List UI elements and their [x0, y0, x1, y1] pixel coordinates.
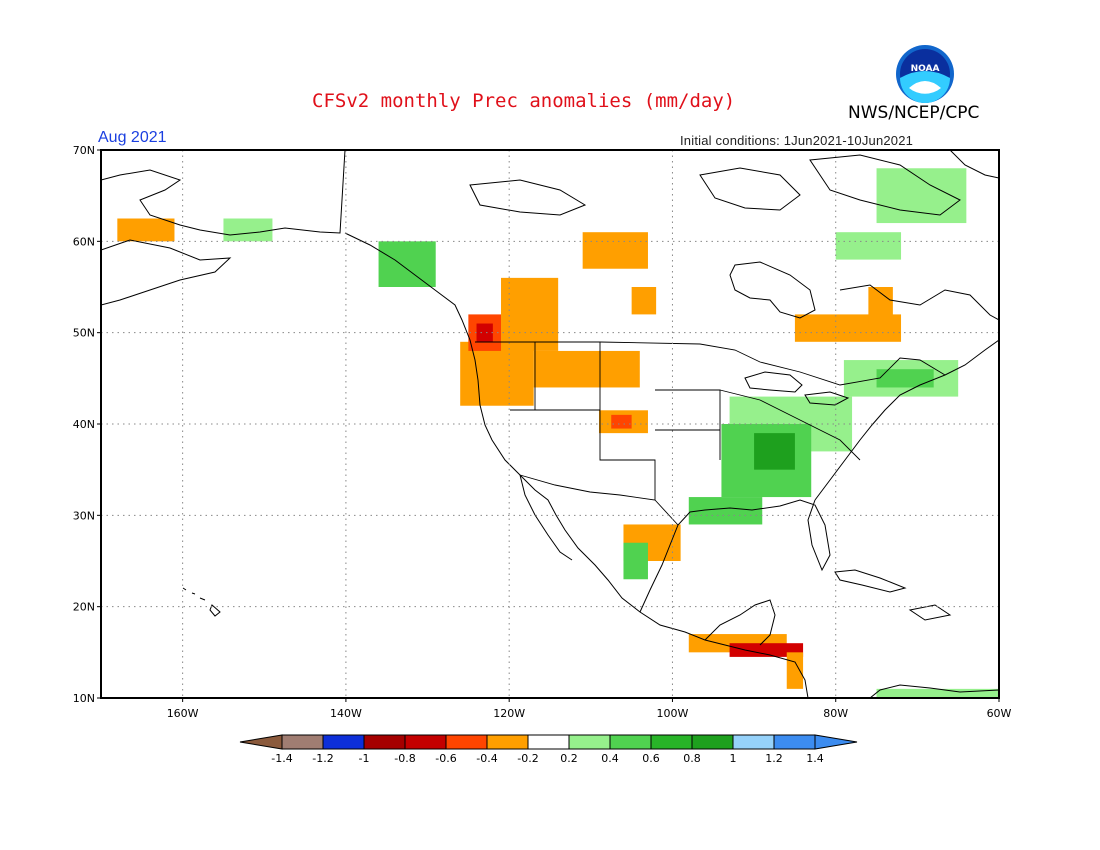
colorbar-label: -0.6 [435, 752, 456, 765]
lon-tick-label: 60W [987, 707, 1012, 720]
lon-tick-label: 140W [330, 707, 362, 720]
lon-tick-label: 80W [823, 707, 848, 720]
colorbar-swatch [486, 734, 529, 750]
anomaly-region-2 [501, 277, 559, 351]
anomaly-region-15 [786, 652, 804, 689]
colorbar-label: -1.4 [271, 752, 292, 765]
colorbar-label: 1 [730, 752, 737, 765]
valid-month-label: Aug 2021 [98, 129, 167, 146]
lon-tick-label: 160W [167, 707, 199, 720]
colorbar-label: 0.2 [560, 752, 578, 765]
colorbar-label: 1.4 [806, 752, 824, 765]
colorbar-label: -0.4 [476, 752, 497, 765]
map-axes: 160W 140W 120W 100W 80W 60W 10N 20N 30N 40N 50N 60N… [73, 144, 1012, 720]
colorbar-swatch [568, 734, 611, 750]
colorbar-swatch [609, 734, 652, 750]
agency-label: NWS/NCEP/CPC [848, 103, 980, 123]
colorbar-label: -1.2 [312, 752, 333, 765]
colorbar-label: 1.2 [765, 752, 783, 765]
lat-tick-label: 60N [73, 235, 95, 248]
colorbar-swatch [773, 734, 816, 750]
colorbar-label: 0.4 [601, 752, 619, 765]
initial-conditions-label: Initial conditions: 1Jun2021-10Jun2021 [680, 133, 914, 148]
anomaly-region-18 [754, 433, 795, 470]
political-borders [475, 341, 946, 526]
colorbar-label: 0.6 [642, 752, 660, 765]
colorbar: -1.4 -1.2 -1 -0.8 -0.6 -0.4 -0.2 0.2 0.4 0.6 0.8 1 1… [239, 734, 858, 765]
anomaly-region-7 [582, 232, 648, 269]
anomaly-region-11 [631, 287, 657, 315]
lat-tick-label: 50N [73, 327, 95, 340]
svg-text:NOAA: NOAA [911, 64, 940, 74]
anomaly-region-21 [876, 369, 934, 388]
lat-tick-label: 10N [73, 692, 95, 705]
anomaly-region-27 [876, 688, 999, 698]
colorbar-label: 0.8 [683, 752, 701, 765]
colorbar-swatch [527, 734, 570, 750]
colorbar-swatch [650, 734, 693, 750]
anomaly-region-10 [117, 218, 175, 242]
colorbar-swatch [363, 734, 406, 750]
lat-tick-label: 20N [73, 601, 95, 614]
anomaly-region-4 [476, 323, 493, 342]
colorbar-label: -1 [359, 752, 370, 765]
colorbar-arrow-right [814, 734, 858, 750]
colorbar-swatch [404, 734, 447, 750]
coastlines [101, 150, 999, 698]
lon-tick-label: 120W [493, 707, 525, 720]
noaa-logo: NOAA [895, 44, 955, 104]
colorbar-swatch [322, 734, 365, 750]
anomaly-region-24 [876, 168, 967, 224]
lat-lon-grid [101, 150, 999, 698]
anomaly-region-1 [533, 350, 640, 388]
colorbar-swatch [445, 734, 488, 750]
colorbar-label: -0.2 [517, 752, 538, 765]
lat-tick-label: 30N [73, 509, 95, 522]
lon-tick-label: 100W [657, 707, 689, 720]
anomaly-region-26 [623, 542, 648, 580]
colorbar-label: -0.8 [394, 752, 415, 765]
anomaly-region-22 [378, 241, 436, 287]
colorbar-arrow-left [239, 734, 283, 750]
chart-title: CFSv2 monthly Prec anomalies (mm/day) [312, 90, 736, 112]
lat-tick-label: 70N [73, 144, 95, 157]
colorbar-swatch [691, 734, 734, 750]
anomaly-region-25 [223, 218, 273, 242]
colorbar-swatch [732, 734, 775, 750]
anomaly-region-6 [611, 414, 632, 429]
anomaly-regions [117, 168, 999, 698]
anomaly-region-0 [460, 341, 534, 406]
anomaly-region-14 [729, 643, 804, 657]
anomaly-region-23 [835, 232, 902, 260]
colorbar-swatch [281, 734, 324, 750]
lat-tick-label: 40N [73, 418, 95, 431]
